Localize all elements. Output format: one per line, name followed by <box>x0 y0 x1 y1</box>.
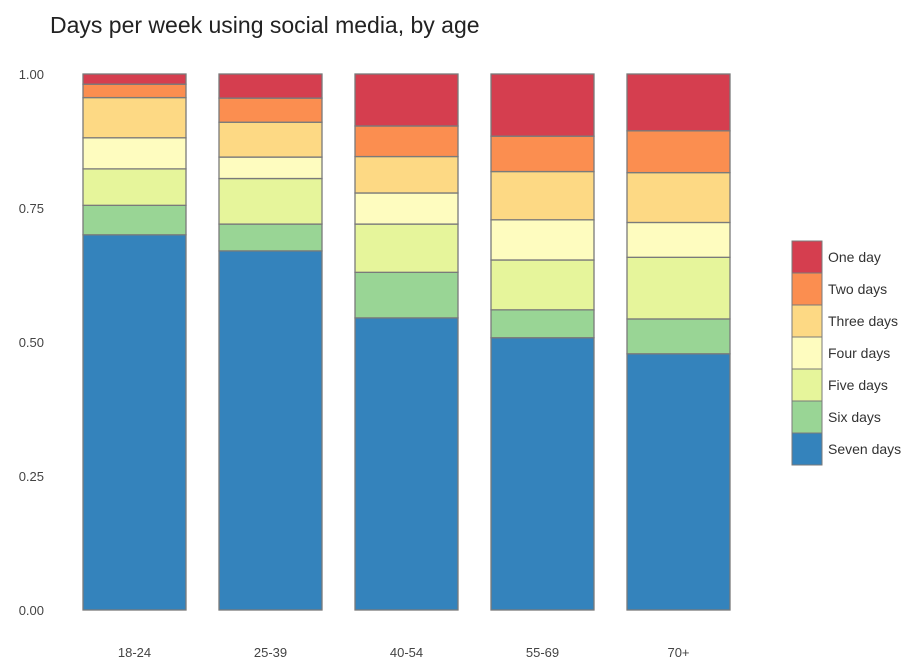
x-tick-label: 25-39 <box>254 645 287 660</box>
bar-segment-four-days <box>626 221 731 258</box>
bar-segment-seven-days <box>490 337 595 611</box>
legend-label: Two days <box>828 281 887 297</box>
bar-segment-one-day <box>626 73 731 132</box>
legend-swatch <box>791 400 823 434</box>
y-tick-label: 0.25 <box>19 469 44 484</box>
bar-segment-six-days <box>354 271 459 319</box>
bar-segment-three-days <box>626 171 731 224</box>
legend-item: Three days <box>791 304 898 338</box>
bar-stack-25-39 <box>218 73 323 611</box>
bar-segment-four-days <box>82 137 187 170</box>
x-tick-label: 70+ <box>667 645 689 660</box>
legend-swatch <box>791 368 823 402</box>
x-tick-label: 18-24 <box>118 645 151 660</box>
legend-item: Five days <box>791 368 888 402</box>
bar-segment-three-days <box>354 155 459 194</box>
legend-label: Six days <box>828 409 881 425</box>
bar-segment-one-day <box>490 73 595 137</box>
legend-label: Five days <box>828 377 888 393</box>
legend-label: Three days <box>828 313 898 329</box>
bar-segment-one-day <box>354 73 459 127</box>
chart-title: Days per week using social media, by age <box>50 12 480 38</box>
bar-segment-two-days <box>218 97 323 123</box>
bar-segment-two-days <box>354 125 459 158</box>
legend-label: One day <box>828 249 881 265</box>
bar-segment-six-days <box>626 318 731 355</box>
x-tick-label: 55-69 <box>526 645 559 660</box>
y-tick-label: 0.00 <box>19 603 44 618</box>
bar-segment-two-days <box>490 135 595 173</box>
bar-stack-18-24 <box>82 73 187 611</box>
bar-segment-two-days <box>82 83 187 99</box>
bar-segment-two-days <box>626 130 731 174</box>
y-axis: 0.00 0.25 0.50 0.75 1.00 <box>19 67 44 618</box>
bars-group <box>82 73 731 611</box>
bar-segment-five-days <box>354 223 459 273</box>
bar-segment-three-days <box>218 121 323 158</box>
bar-segment-five-days <box>218 177 323 225</box>
bar-segment-one-day <box>218 73 323 99</box>
bar-segment-seven-days <box>82 234 187 611</box>
legend-label: Four days <box>828 345 890 361</box>
bar-segment-five-days <box>490 259 595 311</box>
bar-segment-seven-days <box>354 317 459 611</box>
bar-segment-six-days <box>82 204 187 236</box>
bar-segment-five-days <box>82 168 187 206</box>
legend-item: Four days <box>791 336 890 370</box>
bar-segment-four-days <box>490 219 595 261</box>
bar-stack-70+ <box>626 73 731 611</box>
y-tick-label: 0.75 <box>19 201 44 216</box>
bar-segment-six-days <box>218 223 323 252</box>
bar-segment-seven-days <box>626 353 731 611</box>
legend-item: One day <box>791 240 881 274</box>
bar-segment-six-days <box>490 309 595 339</box>
legend-swatch <box>791 432 823 466</box>
legend-swatch <box>791 304 823 338</box>
bar-stack-40-54 <box>354 73 459 611</box>
bar-segment-three-days <box>490 170 595 221</box>
bar-stack-55-69 <box>490 73 595 611</box>
legend-item: Seven days <box>791 432 901 466</box>
legend-item: Six days <box>791 400 881 434</box>
bar-segment-seven-days <box>218 250 323 611</box>
y-tick-label: 0.50 <box>19 335 44 350</box>
bar-segment-one-day <box>82 73 187 85</box>
legend-swatch <box>791 240 823 274</box>
x-tick-label: 40-54 <box>390 645 423 660</box>
bar-segment-four-days <box>354 192 459 225</box>
legend-label: Seven days <box>828 441 901 457</box>
legend-swatch <box>791 336 823 370</box>
bar-segment-four-days <box>218 156 323 180</box>
bar-segment-five-days <box>626 256 731 320</box>
legend-swatch <box>791 272 823 306</box>
legend-item: Two days <box>791 272 887 306</box>
legend: One day Two days Three days Four days Five d… <box>791 240 901 466</box>
x-axis: 18-24 25-39 40-54 55-69 70+ <box>118 645 690 660</box>
bar-segment-three-days <box>82 96 187 139</box>
y-tick-label: 1.00 <box>19 67 44 82</box>
